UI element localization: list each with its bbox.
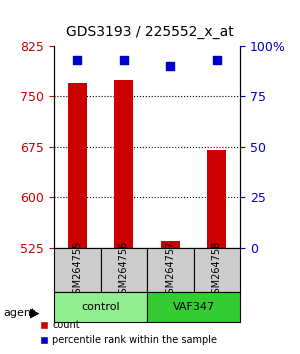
Text: GSM264758: GSM264758: [212, 240, 222, 299]
Legend: count, percentile rank within the sample: count, percentile rank within the sample: [35, 316, 221, 349]
Text: agent: agent: [3, 308, 35, 318]
Bar: [68, 83, 87, 248]
FancyBboxPatch shape: [54, 292, 147, 322]
Point: [121, 57, 126, 63]
FancyBboxPatch shape: [194, 248, 240, 292]
Bar: [115, 80, 133, 248]
FancyBboxPatch shape: [100, 248, 147, 292]
Text: GSM264757: GSM264757: [165, 240, 175, 299]
Text: ▶: ▶: [30, 307, 40, 320]
FancyBboxPatch shape: [147, 248, 194, 292]
Text: GSM264755: GSM264755: [72, 240, 82, 299]
Text: GDS3193 / 225552_x_at: GDS3193 / 225552_x_at: [66, 25, 234, 39]
Text: control: control: [81, 302, 120, 312]
Bar: [208, 150, 226, 248]
Point: [75, 57, 80, 63]
Text: GSM264756: GSM264756: [119, 240, 129, 299]
FancyBboxPatch shape: [147, 292, 240, 322]
FancyBboxPatch shape: [54, 248, 100, 292]
Text: VAF347: VAF347: [172, 302, 214, 312]
Point: [168, 63, 173, 69]
Point: [214, 57, 219, 63]
Bar: [161, 241, 179, 248]
